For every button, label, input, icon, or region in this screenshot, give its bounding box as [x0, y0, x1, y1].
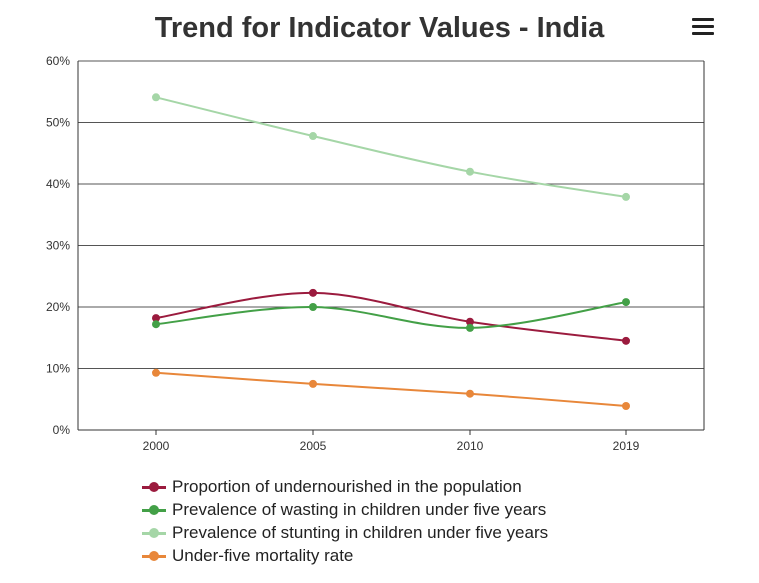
- data-point[interactable]: [309, 288, 317, 297]
- data-point[interactable]: [466, 389, 474, 398]
- y-tick-label: 50%: [46, 116, 70, 130]
- series-2: [152, 93, 630, 201]
- data-point[interactable]: [152, 314, 160, 323]
- y-tick-label: 0%: [53, 423, 71, 437]
- series-line: [155, 301, 627, 329]
- hamburger-menu-icon[interactable]: [692, 18, 714, 38]
- legend-label: Under-five mortality rate: [172, 545, 354, 565]
- y-tick-label: 60%: [46, 54, 70, 68]
- y-tick-label: 10%: [46, 362, 70, 376]
- legend-label: Prevalence of wasting in children under …: [172, 499, 547, 519]
- x-tick-label: 2005: [300, 439, 327, 453]
- series-line: [155, 291, 627, 342]
- legend-item[interactable]: Prevalence of stunting in children under…: [142, 521, 548, 544]
- data-point[interactable]: [152, 368, 160, 377]
- data-point[interactable]: [309, 379, 317, 388]
- series-0: [152, 288, 630, 345]
- legend-item[interactable]: Prevalence of wasting in children under …: [142, 498, 548, 521]
- data-point[interactable]: [622, 192, 630, 201]
- x-tick-label: 2000: [143, 439, 170, 453]
- x-tick-label: 2019: [613, 439, 640, 453]
- legend-symbol: [142, 550, 166, 561]
- legend-label: Proportion of undernourished in the popu…: [172, 476, 522, 496]
- data-point[interactable]: [152, 320, 160, 329]
- data-point[interactable]: [466, 323, 474, 332]
- chart-title: Trend for Indicator Values - India: [154, 12, 605, 44]
- series-line: [155, 371, 627, 408]
- y-tick-label: 40%: [46, 177, 70, 191]
- data-point[interactable]: [152, 93, 160, 102]
- series-3: [152, 368, 630, 411]
- series-line: [155, 96, 627, 198]
- series-1: [152, 298, 630, 332]
- data-point[interactable]: [622, 336, 630, 345]
- data-point[interactable]: [309, 132, 317, 141]
- x-tick-label: 2010: [457, 439, 484, 453]
- legend-symbol: [142, 527, 166, 538]
- data-point[interactable]: [622, 298, 630, 307]
- line-chart: 0% 10% 20% 30% 40% 50% 60% 2000 2005 2010 2019: [46, 54, 705, 453]
- legend-symbol: [142, 481, 166, 492]
- legend-symbol: [142, 504, 166, 515]
- legend-item[interactable]: Under-five mortality rate: [142, 544, 548, 567]
- legend-label: Prevalence of stunting in children under…: [172, 522, 549, 542]
- legend-item[interactable]: Proportion of undernourished in the popu…: [142, 475, 548, 498]
- data-point[interactable]: [622, 402, 630, 411]
- data-point[interactable]: [466, 167, 474, 176]
- y-tick-label: 20%: [46, 300, 70, 314]
- y-tick-label: 30%: [46, 239, 70, 253]
- legend: Proportion of undernourished in the popu…: [142, 475, 548, 567]
- data-point[interactable]: [309, 303, 317, 311]
- data-point[interactable]: [466, 317, 474, 326]
